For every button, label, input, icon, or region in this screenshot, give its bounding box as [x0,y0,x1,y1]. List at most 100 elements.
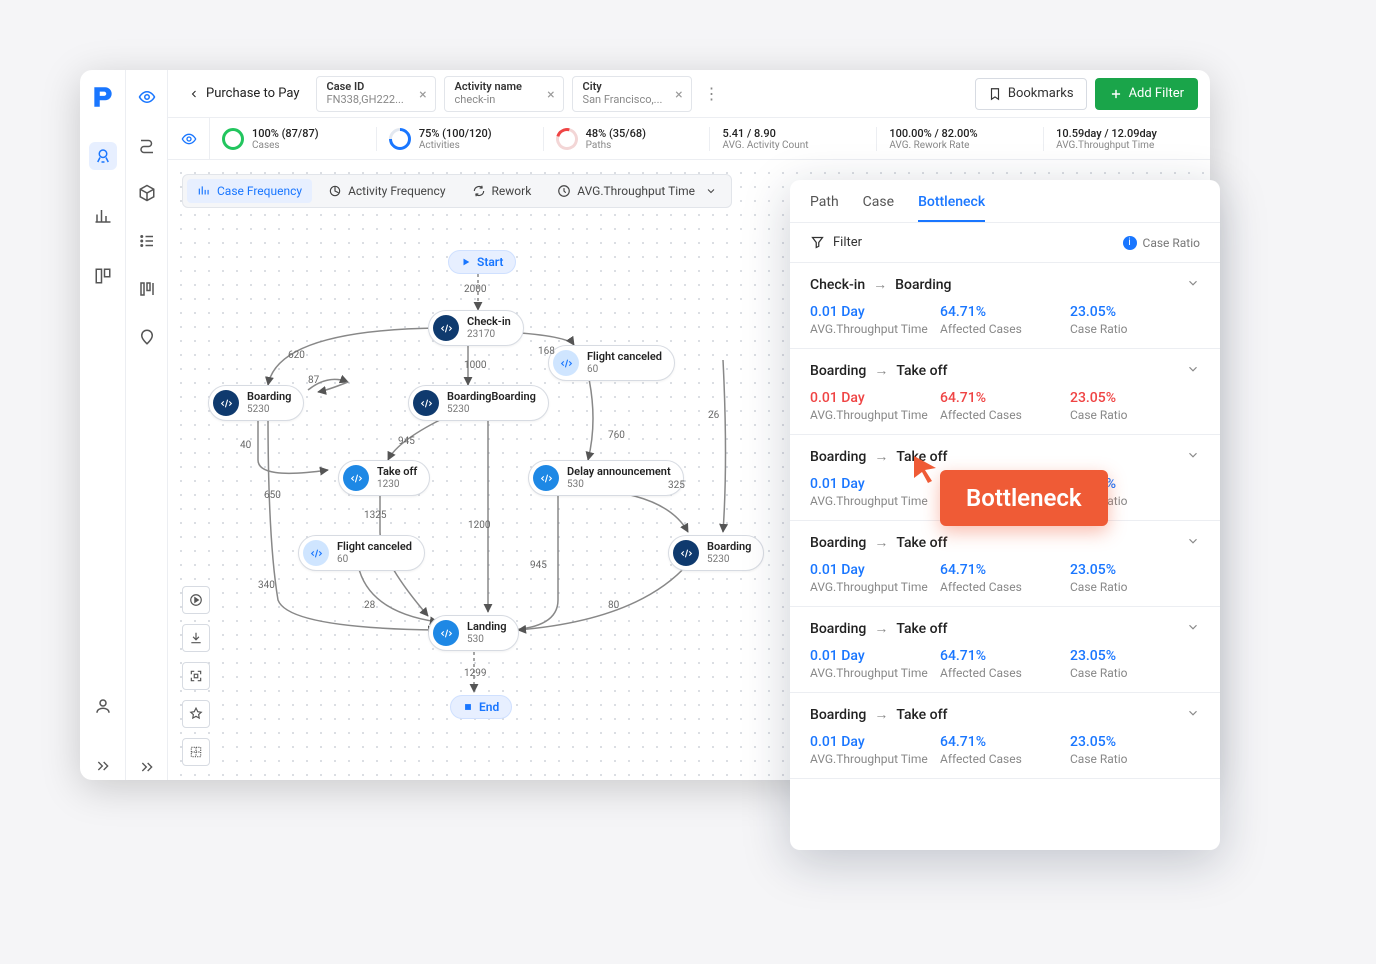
tool-focus-icon[interactable] [182,662,210,690]
tool-pin-icon[interactable] [182,700,210,728]
view-list-icon[interactable] [134,228,160,254]
nav-collapse-inner-icon[interactable] [134,754,160,780]
bottleneck-path: Boarding→Take off [810,620,947,637]
flow-node[interactable]: Check-in23170 [428,310,524,346]
stat-ratio-value: 23.05% [1070,390,1200,406]
metric: 75% (100/120)Activities [377,127,544,151]
metric-value: 5.41 / 8.90 [722,127,808,140]
flow-node[interactable]: Take off1230 [338,460,430,496]
stat-throughput-label: AVG.Throughput Time [810,752,940,766]
edge-label: 1000 [464,360,486,371]
chip-close-icon[interactable]: × [675,87,682,103]
edge-label: 26 [708,410,719,421]
filter-more-icon[interactable]: ⋮ [700,84,724,103]
stat-throughput-label: AVG.Throughput Time [810,408,940,422]
chip-close-icon[interactable]: × [547,87,554,103]
stat-throughput-label: AVG.Throughput Time [810,494,940,508]
node-icon [303,540,329,566]
flow-node[interactable]: BoardingBoarding5230 [408,385,549,421]
metric-label: Cases [252,140,319,151]
edge-label: 340 [258,580,275,591]
panel-tab[interactable]: Path [810,194,839,222]
flow-start[interactable]: Start [448,250,516,274]
edge-label: 325 [668,480,685,491]
view-columns-icon[interactable] [134,276,160,302]
panel-info-label: Case Ratio [1143,236,1200,250]
flow-node[interactable]: Landing530 [428,615,519,651]
chip-label: City [583,80,663,93]
node-icon [213,390,239,416]
metric: 100% (87/87)Cases [210,127,377,151]
bottleneck-item-header[interactable]: Boarding→Take off [810,533,1200,552]
bottleneck-path: Boarding→Take off [810,706,947,723]
panel-filter-button[interactable]: Filter [810,235,862,250]
filter-chip[interactable]: Case ID FN338,GH222... × [316,76,436,112]
metric-value: 100.00% / 82.00% [889,127,977,140]
edge-label: 87 [308,375,319,386]
tool-grid-icon[interactable] [182,738,210,766]
view-shape-icon[interactable] [134,324,160,350]
bottleneck-item-header[interactable]: Check-in→Boarding [810,275,1200,294]
node-count: 5230 [707,554,751,565]
chip-close-icon[interactable]: × [419,87,426,103]
metric-value: 10.59day / 12.09day [1056,127,1157,140]
view-tab[interactable]: Rework [462,179,542,203]
add-filter-button[interactable]: Add Filter [1095,78,1198,110]
flow-node[interactable]: Boarding5230 [208,385,304,421]
view-flow-icon[interactable] [134,132,160,158]
stat-throughput-value: 0.01 Day [810,648,940,664]
callout-label: Bottleneck [940,470,1108,526]
node-icon [433,315,459,341]
flow-node[interactable]: Flight canceled60 [298,535,425,571]
edge-label: 1200 [468,520,490,531]
panel-tab[interactable]: Case [863,194,894,222]
stat-affected-value: 64.71% [940,390,1070,406]
bottleneck-item-header[interactable]: Boarding→Take off [810,619,1200,638]
panel-tab[interactable]: Bottleneck [918,194,985,222]
stat-affected-label: Affected Cases [940,752,1070,766]
topbar: Purchase to Pay Case ID FN338,GH222... ×… [168,70,1210,118]
panel-info[interactable]: i Case Ratio [1123,236,1200,250]
stat-affected-value: 64.71% [940,648,1070,664]
metric-ring-icon [384,123,415,154]
metric-value: 75% (100/120) [419,127,492,140]
bottleneck-item-header[interactable]: Boarding→Take off [810,705,1200,724]
stat-ratio-value: 23.05% [1070,648,1200,664]
filter-chip[interactable]: Activity name check-in × [444,76,564,112]
nav-discover-icon[interactable] [89,142,117,170]
view-tab[interactable]: AVG.Throughput Time [547,179,727,203]
stat-throughput-value: 0.01 Day [810,304,940,320]
flow-node[interactable]: Delay announcement530 [528,460,684,496]
view-cube-icon[interactable] [134,180,160,206]
callout: Bottleneck [940,470,1108,526]
stat-ratio-label: Case Ratio [1070,666,1200,680]
edge-label: 2000 [464,284,486,295]
metric-label: AVG.Throughput Time [1056,140,1157,151]
nav-user-icon[interactable] [89,692,117,720]
breadcrumb-back[interactable]: Purchase to Pay [180,82,308,105]
flow-end[interactable]: End [450,695,512,719]
tool-download-icon[interactable] [182,624,210,652]
bookmarks-button[interactable]: Bookmarks [975,78,1087,110]
nav-boards-icon[interactable] [89,262,117,290]
view-eye-icon[interactable] [134,84,160,110]
filter-chip[interactable]: City San Francisco,... × [572,76,692,112]
nav-rail-outer [80,70,126,780]
edge-label: 945 [398,436,415,447]
stat-throughput-label: AVG.Throughput Time [810,580,940,594]
bottleneck-item-header[interactable]: Boarding→Take off [810,447,1200,466]
nav-analytics-icon[interactable] [89,202,117,230]
nav-collapse-icon[interactable] [89,752,117,780]
tool-play-icon[interactable] [182,586,210,614]
view-tab[interactable]: Activity Frequency [318,179,455,203]
node-title: Flight canceled [587,351,662,363]
node-count: 60 [587,364,662,375]
node-count: 5230 [247,404,291,415]
stat-ratio-value: 23.05% [1070,562,1200,578]
bottleneck-item-header[interactable]: Boarding→Take off [810,361,1200,380]
metrics-eye-icon[interactable] [168,118,210,159]
bottleneck-path: Boarding→Take off [810,534,947,551]
flow-node[interactable]: Boarding5230 [668,535,764,571]
view-tab[interactable]: Case Frequency [187,179,312,203]
flow-node[interactable]: Flight canceled60 [548,345,675,381]
